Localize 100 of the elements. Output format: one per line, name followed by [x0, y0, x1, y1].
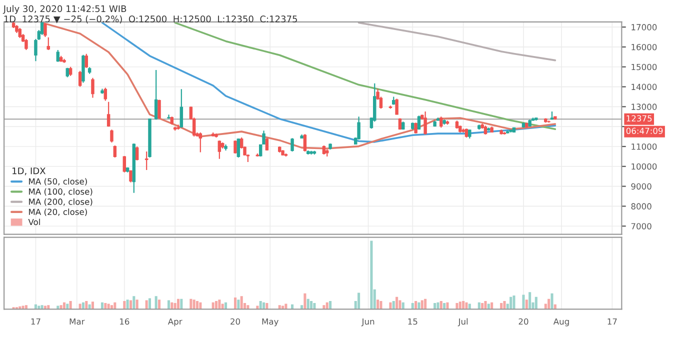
bar [69, 300, 72, 310]
bar [259, 300, 262, 310]
legend-label: MA (50, close) [29, 178, 87, 186]
candlestick [106, 101, 110, 128]
bar [510, 296, 512, 310]
bar [358, 292, 360, 310]
x-tick-label: 15 [408, 318, 418, 325]
y-tick-label: 14000 [632, 84, 657, 90]
bar [304, 293, 306, 310]
candlestick [265, 138, 269, 152]
bar [237, 300, 240, 310]
x-tick-label: Aug [553, 318, 569, 326]
x-tick-label: May [262, 318, 278, 326]
bar [196, 300, 199, 310]
y-tick-label: 10000 [632, 163, 657, 170]
text: July 30, 2020 11:42:51 WIB [2, 5, 126, 14]
x-tick-label: 20 [518, 318, 528, 325]
bar [158, 300, 161, 310]
candlestick [303, 134, 307, 152]
line-series [101, 22, 556, 143]
bar [424, 298, 427, 310]
candlestick [357, 116, 360, 140]
candlestick [258, 144, 262, 157]
y-tick-label: 9000 [631, 183, 652, 190]
bar [180, 298, 183, 310]
y-tick-label: 11000 [632, 143, 657, 150]
x-tick-label: Jun [361, 318, 374, 326]
bar [462, 300, 465, 310]
candlestick [18, 28, 22, 39]
text: 06:47:09 [626, 128, 663, 134]
candlestick [417, 115, 421, 130]
candlestick [154, 70, 158, 120]
bar [190, 298, 192, 310]
bar [136, 300, 138, 310]
ref-line-label: 12375 [626, 115, 652, 122]
candlestick [218, 140, 222, 160]
candlestick [46, 36, 50, 51]
bar [132, 296, 136, 310]
line-series [174, 22, 556, 130]
bar [396, 296, 398, 310]
bar [487, 304, 490, 310]
candlestick [135, 146, 139, 161]
y-tick-label: 7000 [631, 223, 652, 230]
x-tick-label: 20 [230, 318, 240, 325]
bar [240, 296, 243, 310]
bar [85, 300, 88, 310]
legend-label: MA (20, close) [29, 208, 87, 216]
candlestick [56, 49, 60, 62]
bar [214, 300, 218, 310]
bar [126, 300, 129, 310]
bar [370, 240, 373, 310]
bar [218, 300, 221, 310]
bar [91, 302, 94, 310]
bar [468, 304, 471, 310]
bar [107, 304, 110, 310]
candlestick [158, 99, 161, 120]
bar [192, 300, 196, 310]
bar [380, 300, 382, 310]
x-tick-label: 16 [120, 318, 130, 325]
candlestick [113, 144, 117, 158]
x-tick-label: Mar [70, 318, 85, 325]
bar [123, 300, 126, 310]
candlestick [180, 88, 184, 128]
candlestick [379, 96, 383, 110]
bar [66, 304, 69, 310]
bar [329, 300, 332, 310]
bar [148, 298, 152, 310]
bar [512, 295, 516, 310]
text: 1D, IDX [12, 168, 46, 176]
candlestick [395, 98, 398, 116]
annotation: 1D 12375 ▼ −25 (−0.2%) O:12500 H:12500 L:12350 C:12375 [4, 15, 297, 24]
bar [78, 304, 82, 310]
candlestick [122, 155, 126, 173]
bar [440, 300, 442, 310]
candlestick [198, 132, 202, 153]
bar [458, 302, 462, 310]
candlestick [91, 77, 94, 98]
candlestick [40, 22, 44, 36]
candlestick [236, 138, 240, 158]
bar [154, 296, 158, 310]
bar [392, 300, 395, 310]
y-tick-label: 15000 [632, 64, 657, 70]
candlestick [44, 22, 47, 38]
candlestick [424, 110, 427, 136]
bar [548, 298, 550, 310]
line-series [358, 22, 556, 62]
x-tick-label: 17 [31, 318, 40, 325]
candlestick [84, 53, 88, 68]
bar [550, 293, 554, 310]
candlestick [144, 150, 148, 171]
candlestick [110, 129, 114, 144]
legend-label: MA (100, close) [29, 188, 92, 196]
candlestick [290, 138, 294, 152]
bar [310, 300, 313, 310]
candlestick [104, 87, 108, 102]
bar [503, 300, 506, 310]
candlestick [24, 38, 28, 51]
candlestick [78, 70, 82, 88]
bar [221, 304, 224, 310]
bar [528, 292, 532, 310]
